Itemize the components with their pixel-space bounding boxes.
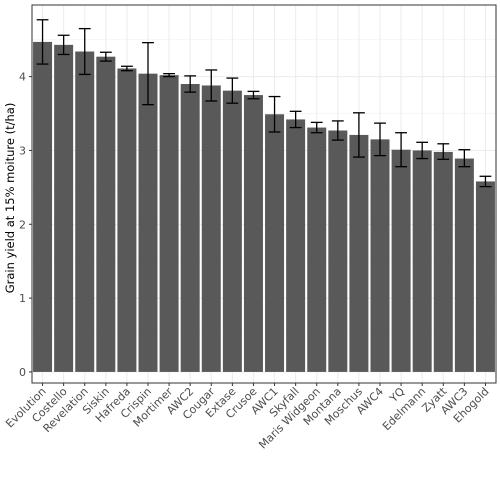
bar bbox=[159, 75, 179, 372]
bar bbox=[243, 95, 263, 372]
bar bbox=[349, 134, 369, 372]
error-bar bbox=[289, 110, 302, 129]
bar bbox=[391, 149, 411, 372]
error-bar bbox=[226, 77, 239, 104]
error-bar bbox=[458, 149, 471, 168]
error-bar bbox=[416, 141, 429, 160]
error-bar bbox=[310, 121, 323, 134]
error-bar bbox=[36, 19, 49, 65]
error-bar bbox=[163, 73, 175, 78]
error-bar bbox=[142, 42, 154, 106]
bar bbox=[307, 127, 327, 372]
error-bar bbox=[437, 143, 450, 160]
bar bbox=[328, 130, 348, 372]
error-bar bbox=[479, 175, 492, 188]
bar bbox=[54, 44, 74, 372]
error-bar bbox=[184, 75, 197, 93]
y-tick-label: 4 bbox=[19, 71, 26, 84]
bar bbox=[265, 114, 285, 372]
bar bbox=[96, 56, 116, 372]
error-bar bbox=[205, 69, 218, 102]
bar bbox=[75, 51, 95, 372]
error-bar bbox=[78, 27, 91, 76]
y-tick-label: 3 bbox=[19, 144, 26, 157]
error-bars bbox=[36, 19, 492, 188]
bar bbox=[412, 150, 432, 372]
y-tick-label: 1 bbox=[19, 292, 26, 305]
y-tick-label: 2 bbox=[19, 218, 26, 231]
bars bbox=[33, 41, 495, 372]
bar bbox=[180, 83, 200, 372]
error-bar bbox=[99, 51, 112, 62]
plot-panel-border bbox=[31, 4, 497, 384]
error-bar bbox=[331, 120, 344, 141]
y-axis-title: Grain yield at 15% moiture (t/ha) bbox=[3, 103, 17, 294]
bar bbox=[286, 119, 306, 372]
error-bar bbox=[121, 65, 133, 72]
error-bar bbox=[247, 90, 260, 100]
bar bbox=[475, 181, 495, 372]
bar bbox=[433, 151, 453, 372]
error-bar bbox=[374, 122, 386, 157]
bar bbox=[138, 73, 158, 372]
bar bbox=[33, 41, 53, 372]
error-bar bbox=[395, 132, 407, 168]
bar bbox=[370, 139, 390, 372]
error-bar bbox=[353, 112, 365, 158]
bar bbox=[222, 90, 242, 372]
bar bbox=[454, 158, 474, 372]
bar bbox=[117, 68, 137, 372]
error-bar bbox=[57, 34, 70, 56]
bar bbox=[201, 85, 221, 372]
y-tick-label: 0 bbox=[19, 366, 26, 379]
y-axis-ticks: 0 1 2 3 4 bbox=[19, 71, 32, 379]
error-bar bbox=[268, 95, 281, 133]
